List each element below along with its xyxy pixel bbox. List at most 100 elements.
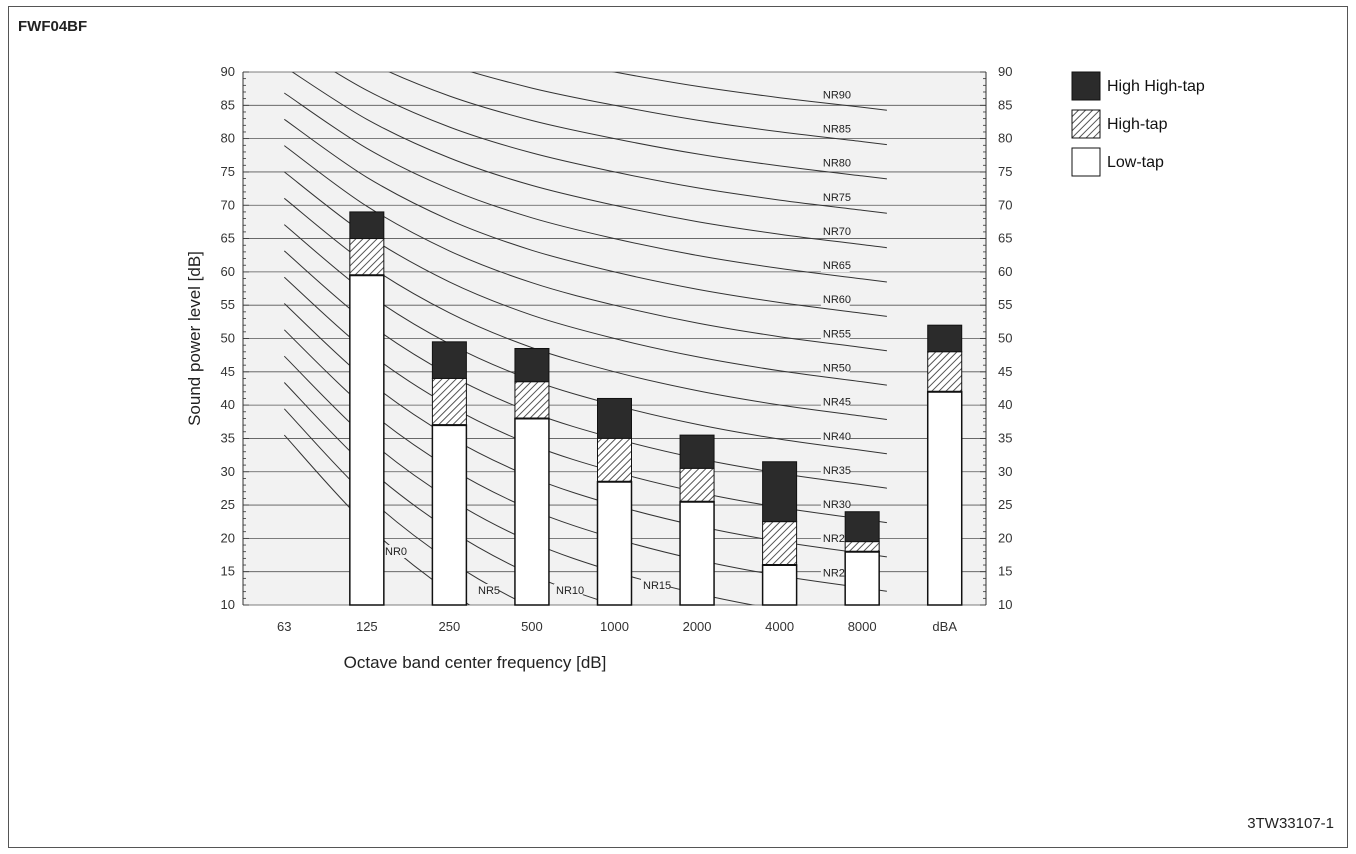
legend-label: High-tap [1107,116,1168,133]
nr-label-bg [383,545,406,558]
nr-curve-label: NR50 [823,362,851,374]
y-tick-label-right: 90 [998,64,1012,79]
nr-label-bg [820,293,850,307]
x-tick-label: 2000 [683,619,712,634]
axes: 10 10 15 15 20 20 25 25 30 30 35 35 40 40 45 45 50 50 55 55… [221,64,1013,634]
nr-label-bg [820,361,850,375]
y-tick-label-right: 50 [998,331,1012,346]
legend: High High-tap High-tap Low-tap [1071,71,1205,177]
x-tick-label: 125 [356,619,378,634]
y-tick-label-right: 75 [998,164,1012,179]
y-tick-label-left: 75 [221,164,235,179]
y-tick-label-left: 30 [221,464,235,479]
nr-curve-labels: NR0 NR5 NR10 NR15 NR20 NR25 NR30 NR35 NR40 NR45 NR… [383,88,851,597]
bar-high-high-tap [349,211,385,240]
document-code: 3TW33107-1 [1247,815,1334,832]
y-tick-label-right: 55 [998,297,1012,312]
bar-low-tap [431,424,468,606]
y-tick-label-left: 45 [221,364,235,379]
nr-curve-label: NR80 [823,158,851,170]
bar-high-high-tap [762,461,798,523]
y-tick-label-right: 65 [998,231,1012,246]
x-tick-label: 63 [277,619,291,634]
y-tick-label-left: 20 [221,530,235,545]
nr-curve [333,72,887,214]
nr-curve [388,72,887,180]
nr-curve-label: NR25 [823,533,851,545]
x-tick-label: 4000 [765,619,794,634]
nr-label-bg [820,88,850,102]
nr-curve-label: NR0 [385,546,407,558]
y-tick-label-left: 50 [221,331,235,346]
y-tick-label-left: 10 [221,597,235,612]
bar-low-tap [761,564,798,606]
nr-label-bg [641,579,670,592]
nr-label-bg [820,190,850,204]
nr-curve-label: NR40 [823,431,851,443]
nr-curve-label: NR30 [823,499,851,511]
bar-low-tap [514,417,550,606]
bar-high-high-tap [927,324,963,353]
nr-curve-label: NR5 [478,585,500,597]
y-tick-label-left: 70 [221,197,235,212]
bar-high-tap [679,467,715,503]
page-title: FWF04BF [18,18,88,35]
y-tick-label-right: 85 [998,97,1012,112]
y-tick-label-right: 70 [998,197,1012,212]
legend-label: High High-tap [1107,78,1205,95]
bar-high-high-tap [431,341,467,379]
nr-curve-label: NR35 [823,465,851,477]
nr-curve-label: NR10 [556,585,584,597]
legend-label: Low-tap [1107,154,1164,171]
bar-high-high-tap [679,434,715,469]
x-tick-label: 8000 [848,619,877,634]
y-axis-title: Sound power level [dB] [185,251,204,426]
y-tick-label-right: 80 [998,131,1012,146]
y-tick-label-right: 10 [998,597,1012,612]
nr-curve-label: NR75 [823,192,851,204]
nr-curve [291,72,887,249]
nr-label-bg [820,429,850,443]
x-tick-label: 250 [439,619,461,634]
bar-low-tap [844,550,880,606]
bar-high-tap [927,351,963,393]
y-tick-label-left: 90 [221,64,235,79]
bar-high-tap [514,381,550,419]
nr-label-bg [554,584,583,597]
y-tick-label-right: 25 [998,497,1012,512]
legend-swatch [1071,147,1101,177]
nr-label-bg [820,566,850,580]
nr-curve-label: NR20 [823,567,851,579]
nr-curve-label: NR85 [823,123,851,135]
nr-curve-label: NR60 [823,294,851,306]
bar-low-tap [679,500,715,606]
nr-curve-label: NR55 [823,328,851,340]
x-tick-label: 500 [521,619,543,634]
nr-label-bg [820,327,850,341]
y-tick-label-left: 60 [221,264,235,279]
bar-high-tap [597,437,632,483]
nr-label-bg [820,156,850,170]
nr-label-bg [820,498,850,512]
bar-high-tap [762,521,798,566]
y-tick-label-right: 15 [998,564,1012,579]
y-tick-label-left: 15 [221,564,235,579]
bars [349,211,963,606]
y-tick-label-left: 25 [221,497,235,512]
y-tick-label-left: 80 [221,131,235,146]
nr-label-bg [820,122,850,136]
nr-label-bg [820,259,850,273]
y-tick-label-right: 40 [998,397,1012,412]
nr-curve [469,72,887,146]
y-tick-label-left: 65 [221,231,235,246]
legend-swatch [1071,109,1101,139]
y-tick-label-right: 45 [998,364,1012,379]
nr-curve-label: NR45 [823,397,851,409]
nr-label-bg [820,224,850,238]
nr-curve [284,118,887,317]
bar-high-tap [349,238,385,276]
nr-curve-label: NR65 [823,260,851,272]
nr-label-bg [476,584,499,597]
bar-low-tap [349,274,385,606]
